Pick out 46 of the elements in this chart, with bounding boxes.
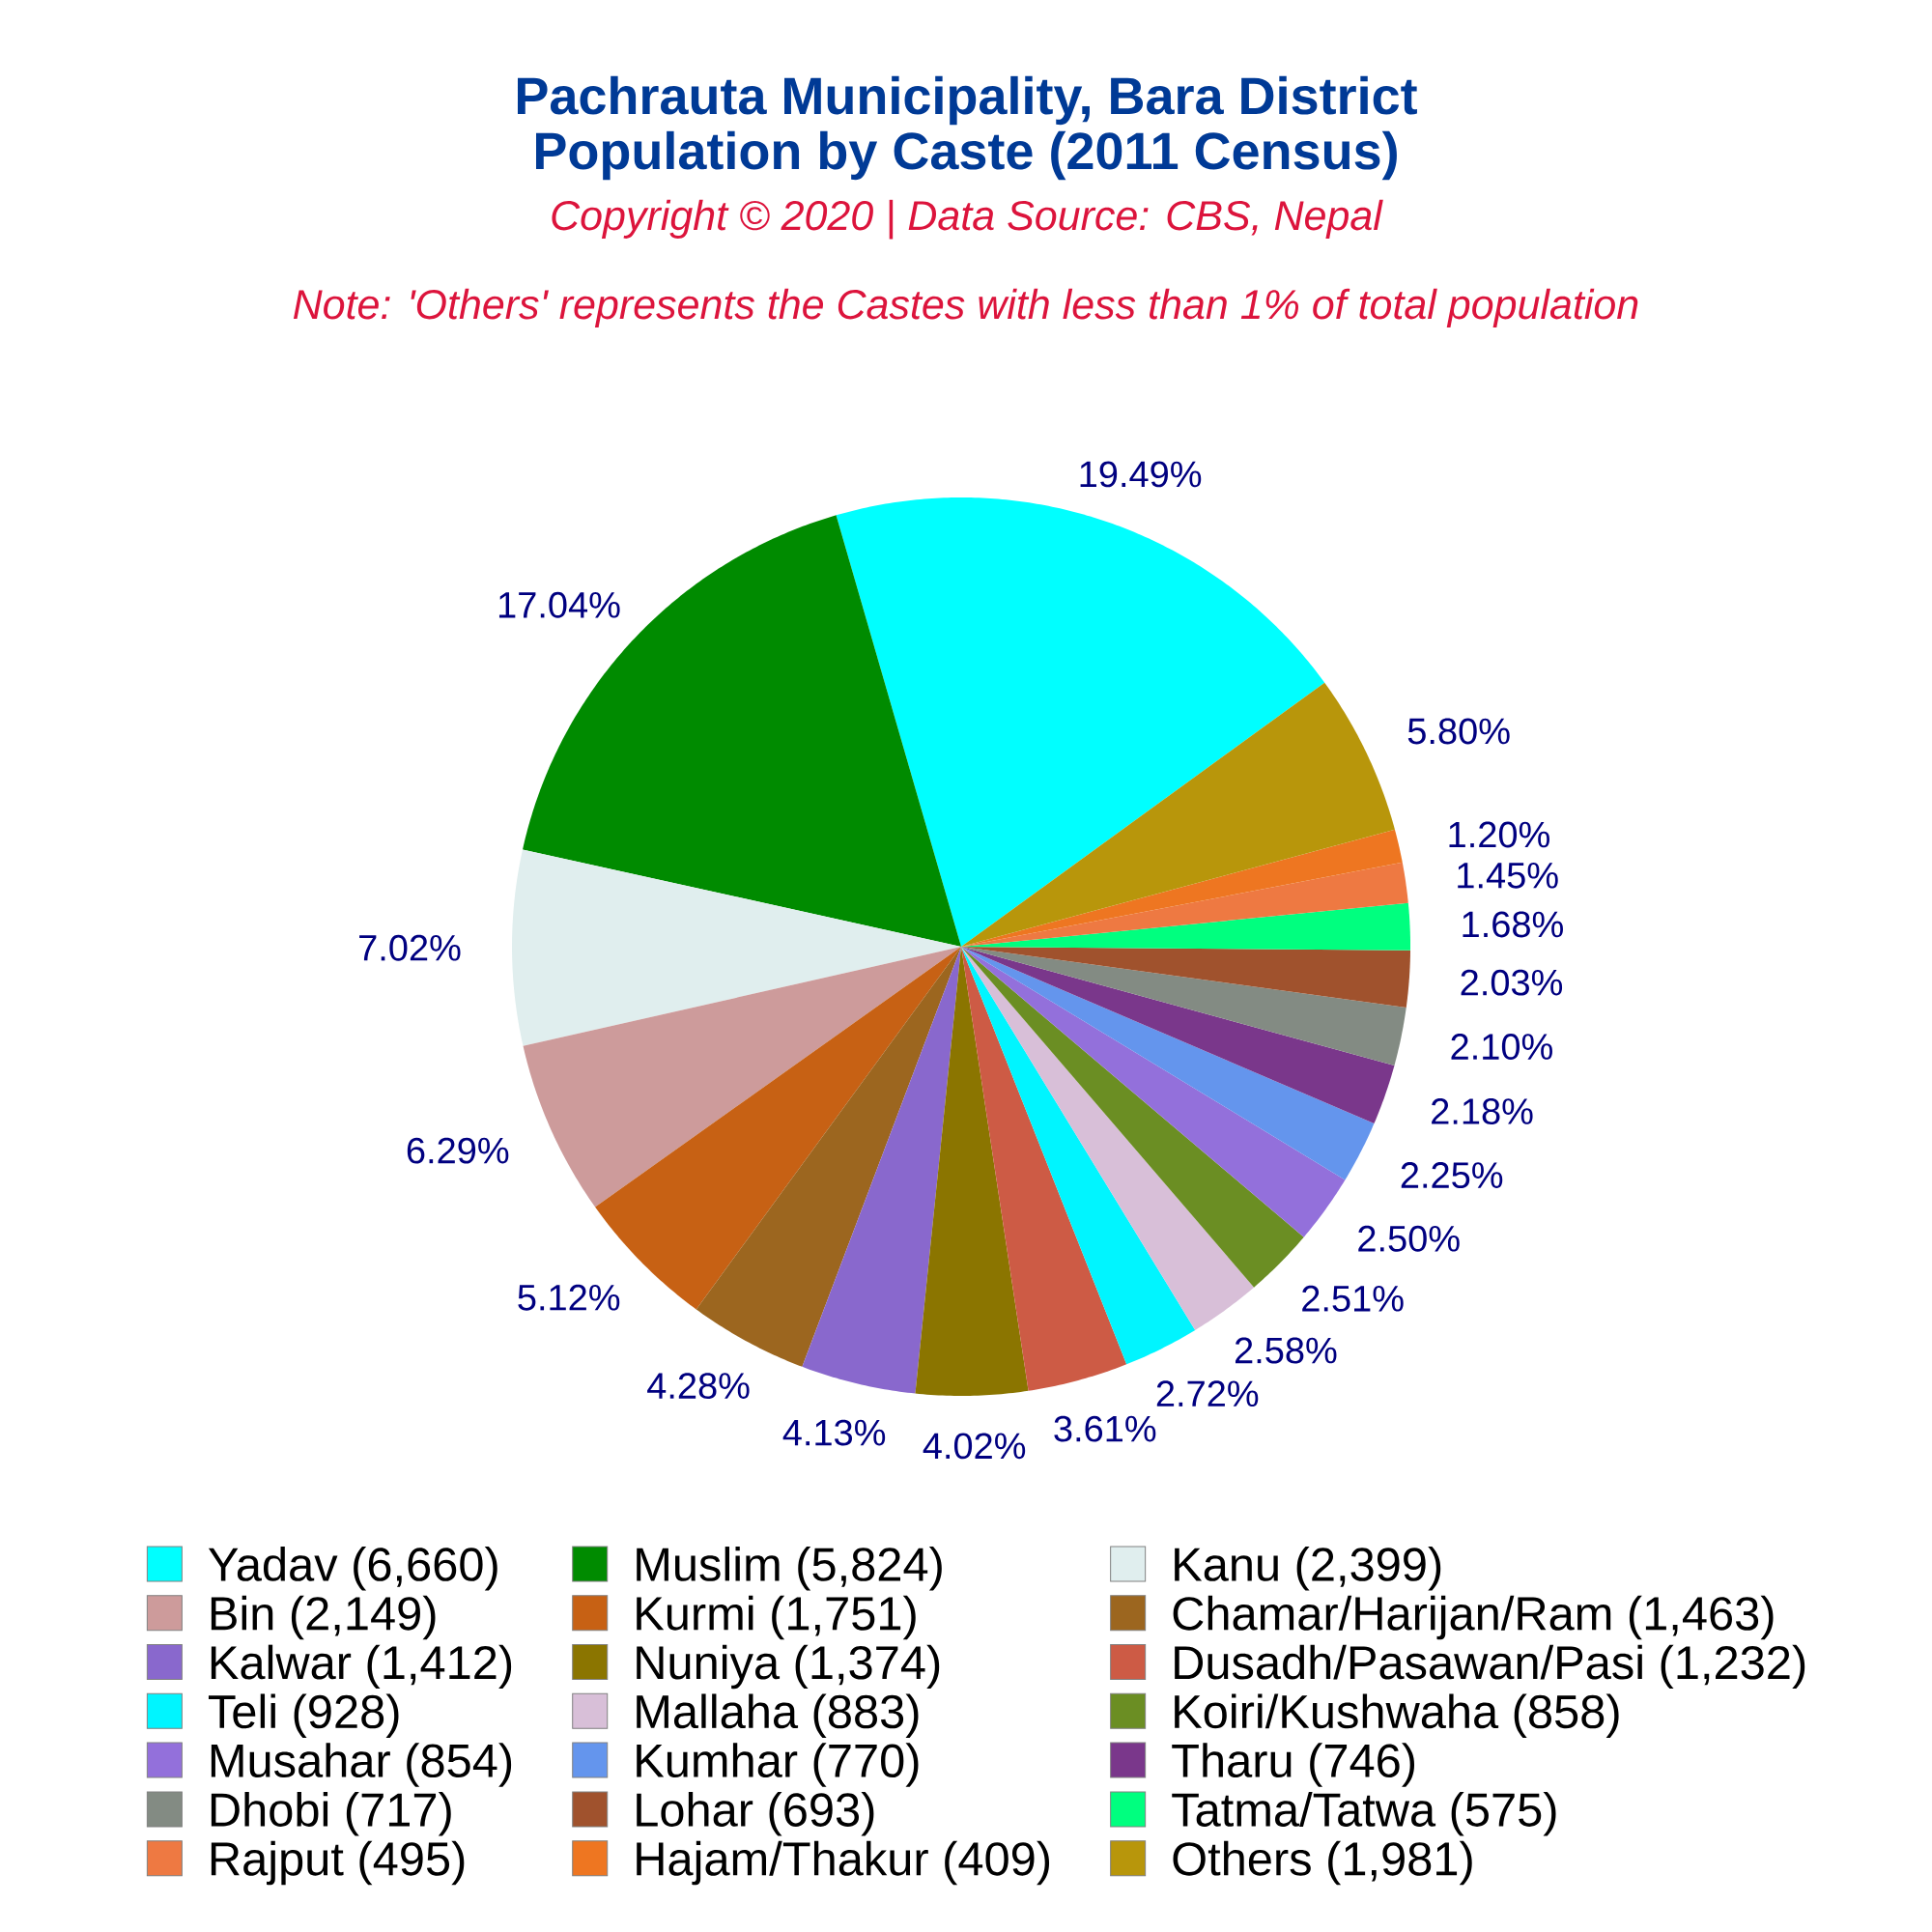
- legend-label: Others (1,981): [1173, 1840, 1472, 1886]
- data-label: 1.20%: [1449, 821, 1549, 848]
- data-label: 2.50%: [1358, 1225, 1460, 1252]
- legend-label: Lohar (693): [637, 1792, 874, 1836]
- data-label: 1.68%: [1463, 911, 1563, 938]
- legend-label: Kanu (2,399): [1175, 1547, 1441, 1591]
- text: Copyright © 2020 | Data Source: CBS, Nepal: [552, 199, 1383, 240]
- legend-label: Dusadh/Pasawan/Pasi (1,232): [1175, 1644, 1805, 1690]
- data-label: 2.10%: [1451, 1034, 1552, 1061]
- data-label: 4.28%: [647, 1373, 750, 1400]
- legend-label: Muslim (5,824): [637, 1547, 942, 1591]
- chart-subtitle: Population by Caste (2011 Census): [535, 130, 1397, 181]
- data-label: 4.02%: [923, 1433, 1026, 1460]
- legend-label: Kalwar (1,412): [211, 1644, 512, 1690]
- legend-label: Tharu (746): [1172, 1743, 1415, 1787]
- legend-label: Kumhar (770): [637, 1743, 919, 1787]
- data-label: 5.80%: [1407, 718, 1510, 745]
- data-label: 7.02%: [359, 934, 461, 961]
- data-label: 17.04%: [498, 591, 620, 618]
- data-label: 2.18%: [1432, 1098, 1533, 1124]
- legend-label: Nuniya (1,374): [637, 1644, 940, 1690]
- legend-label: Teli (928): [208, 1693, 399, 1738]
- legend-label: Dhobi (717): [211, 1792, 451, 1836]
- data-label: 2.72%: [1156, 1380, 1259, 1407]
- data-label: 2.25%: [1401, 1162, 1503, 1189]
- legend-label: Yadav (6,660): [208, 1547, 497, 1591]
- legend-label: Hajam/Thakur (409): [637, 1840, 1050, 1886]
- legend-label: Koiri/Kushwaha (858): [1175, 1693, 1619, 1738]
- data-label: 3.61%: [1054, 1415, 1156, 1442]
- legend-label: Tatma/Tatwa (575): [1172, 1792, 1556, 1836]
- data-label: 4.13%: [782, 1419, 886, 1446]
- data-label: 6.29%: [407, 1137, 509, 1164]
- data-label: 1.45%: [1458, 862, 1558, 889]
- legend-label: Musahar (854): [211, 1743, 512, 1787]
- data-label: 2.51%: [1302, 1285, 1404, 1312]
- legend-label: Chamar/Harijan/Ram (1,463): [1173, 1595, 1774, 1640]
- text: Note: 'Others' represents the Castes with less than 1% of total population: [293, 288, 1638, 327]
- legend-label: Mallaha (883): [637, 1693, 919, 1738]
- chart-title: Pachrauta Municipality, Bara District: [517, 75, 1417, 126]
- legend-label: Kurmi (1,751): [637, 1595, 916, 1640]
- data-label: 2.58%: [1235, 1337, 1337, 1364]
- legend-label: Rajput (495): [211, 1840, 465, 1886]
- legend-label: Bin (2,149): [211, 1595, 436, 1640]
- data-label: 5.12%: [518, 1284, 620, 1311]
- data-label: 19.49%: [1080, 461, 1202, 488]
- data-label: 2.03%: [1461, 969, 1563, 996]
